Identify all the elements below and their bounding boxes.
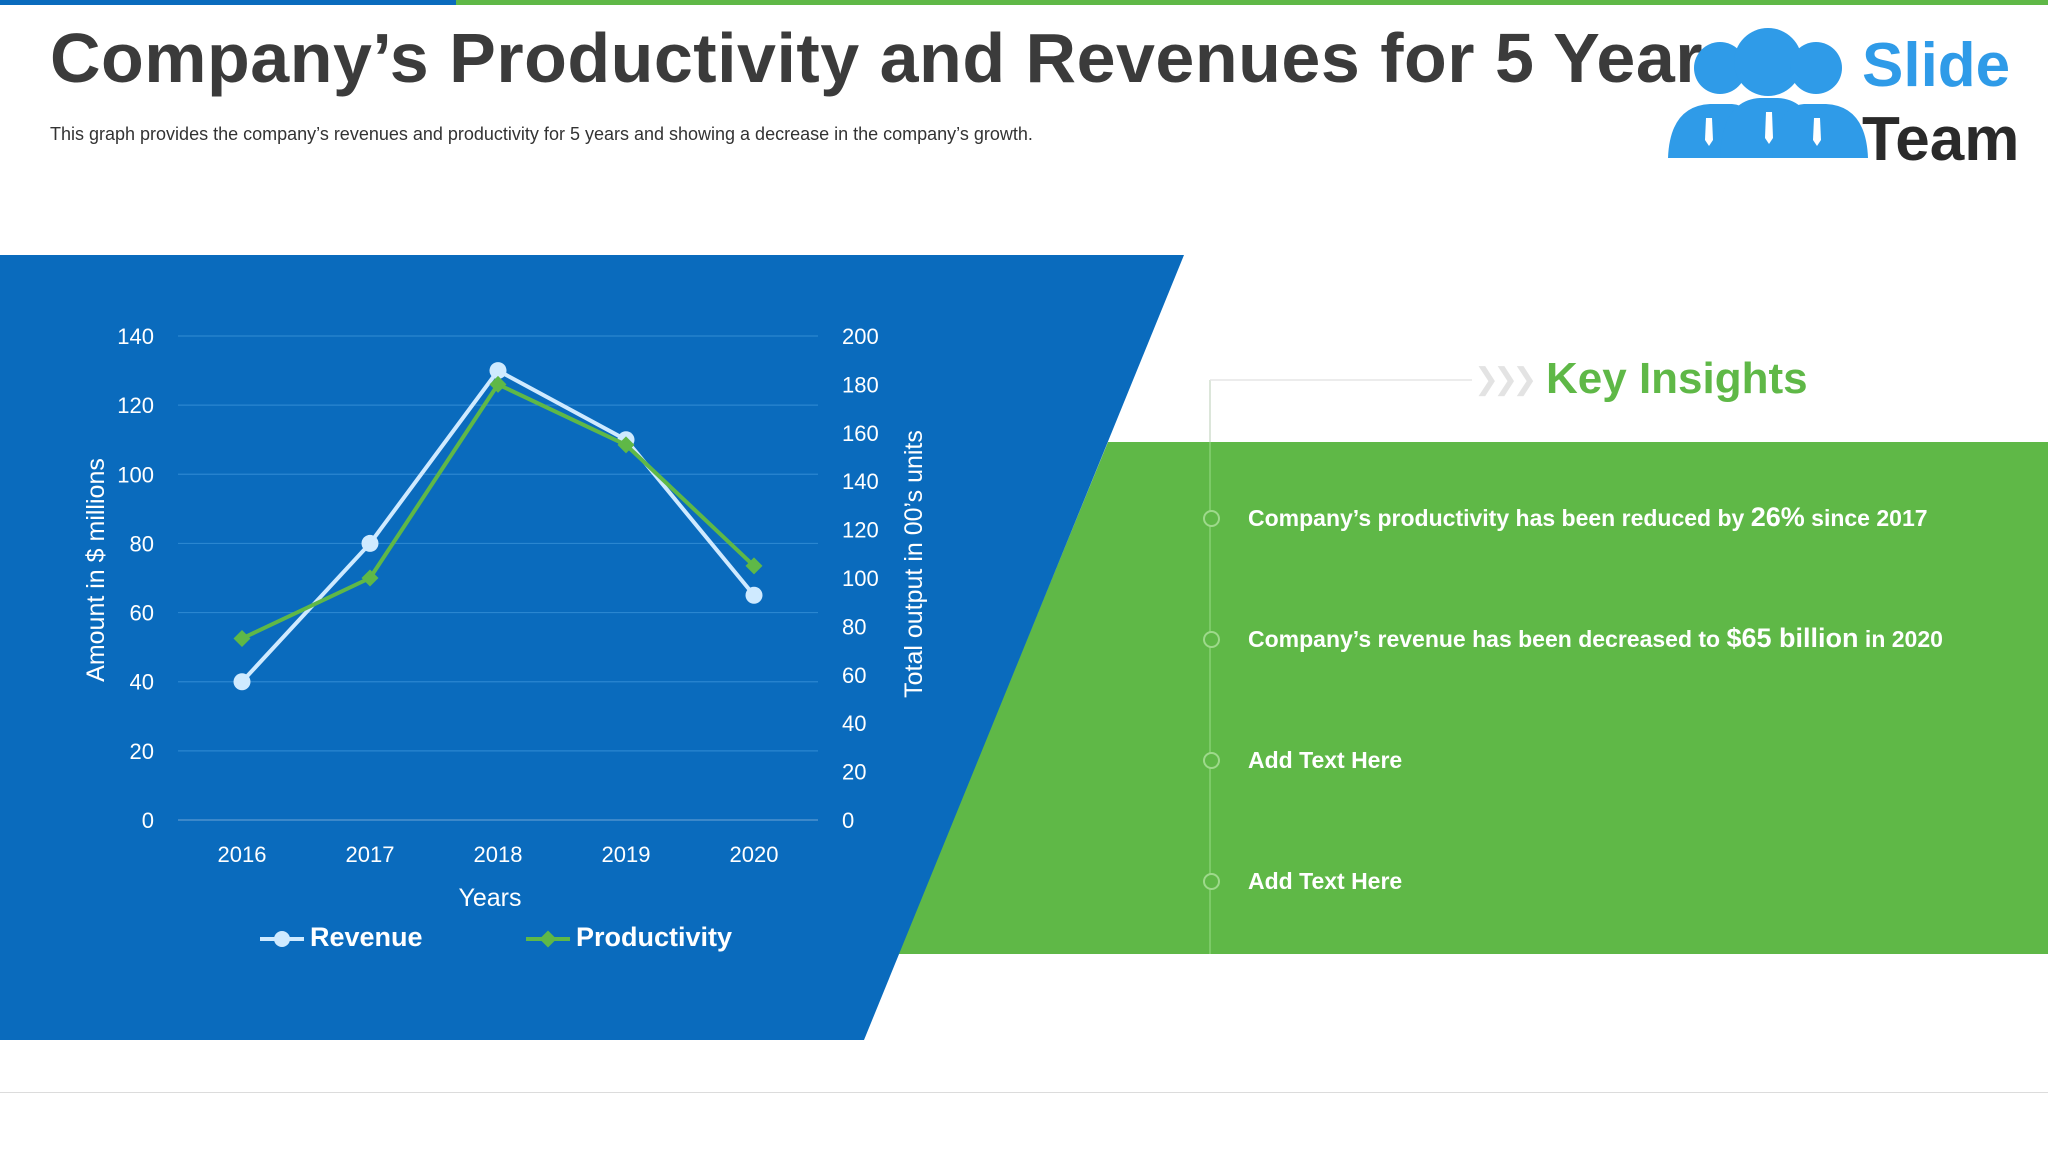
data-point-revenue-2020 (745, 586, 763, 604)
data-point-revenue-2018 (489, 362, 507, 380)
data-point-revenue-2017 (361, 534, 379, 552)
y-tick-label: 40 (130, 670, 154, 695)
y2-tick-label: 160 (842, 421, 879, 446)
y2-tick-label: 140 (842, 469, 879, 494)
page-title: Company’s Productivity and Revenues for … (50, 19, 1743, 97)
data-point-productivity-2017 (361, 569, 379, 587)
insight-1-highlight: 26% (1750, 502, 1805, 532)
team-logo-icon (1668, 28, 1868, 158)
y2-axis-label: Total output in 00’s units (900, 430, 928, 698)
y-axis-label: Amount in $ millions (82, 458, 110, 682)
y-tick-label: 80 (130, 531, 154, 556)
data-point-productivity-2020 (745, 557, 763, 575)
data-point-productivity-2018 (489, 375, 507, 393)
y-tick-label: 120 (117, 393, 154, 418)
y2-tick-label: 180 (842, 372, 879, 397)
top-accent-bar-blue (0, 0, 456, 5)
y2-tick-label: 80 (842, 614, 866, 639)
y2-tick-label: 0 (842, 808, 854, 833)
x-tick-label: 2018 (474, 842, 523, 867)
series-line-revenue (240, 368, 756, 684)
y2-tick-label: 60 (842, 663, 866, 688)
y-tick-label: 0 (142, 808, 154, 833)
y2-tick-label: 40 (842, 711, 866, 736)
x-tick-label: 2017 (346, 842, 395, 867)
insight-item-1: Company’s productivity has been reduced … (1248, 502, 1928, 532)
insight-bullet-2 (1203, 631, 1220, 648)
footer-divider (0, 1092, 2048, 1093)
key-insights-title: Key Insights (1546, 354, 1808, 403)
blue-chart-panel (0, 255, 1184, 1040)
page-subtitle: This graph provides the company’s revenu… (50, 124, 1033, 144)
insight-2-highlight: $65 billion (1726, 623, 1859, 653)
legend-productivity: Productivity (524, 922, 732, 962)
x-tick-label: 2016 (218, 842, 267, 867)
green-insights-panel (898, 442, 2048, 954)
x-tick-label: 2019 (602, 842, 651, 867)
x-tick-label: 2020 (730, 842, 779, 867)
y2-tick-label: 100 (842, 566, 879, 591)
insight-bullet-3 (1203, 752, 1220, 769)
y-tick-label: 60 (130, 601, 154, 626)
y2-tick-label: 120 (842, 518, 879, 543)
y-tick-label: 100 (117, 462, 154, 487)
y2-tick-label: 200 (842, 324, 879, 349)
logo-text-team: Team (1862, 105, 2020, 174)
data-point-productivity-2016 (233, 630, 251, 647)
insight-bullet-4 (1203, 873, 1220, 890)
x-axis-label: Years (458, 884, 521, 912)
top-accent-bar-green (456, 0, 2048, 5)
data-point-productivity-2019 (617, 436, 635, 454)
insight-item-4: Add Text Here (1248, 868, 1403, 894)
y-tick-label: 140 (117, 324, 154, 349)
data-point-revenue-2016 (233, 673, 251, 691)
y-tick-label: 20 (130, 739, 154, 764)
legend-revenue-marker-icon (260, 930, 304, 947)
insight-bullet-1 (1203, 510, 1220, 527)
logo-text-slide: Slide (1862, 31, 2011, 100)
insight-item-3: Add Text Here (1248, 747, 1403, 773)
legend-productivity-marker-icon (526, 930, 570, 948)
y2-tick-label: 20 (842, 760, 866, 785)
chevrons-icon: ❯❯❯ (1474, 363, 1537, 396)
series-line-productivity (241, 382, 756, 641)
legend-revenue: Revenue (258, 922, 423, 962)
insight-item-2: Company’s revenue has been decreased to … (1248, 623, 1943, 653)
